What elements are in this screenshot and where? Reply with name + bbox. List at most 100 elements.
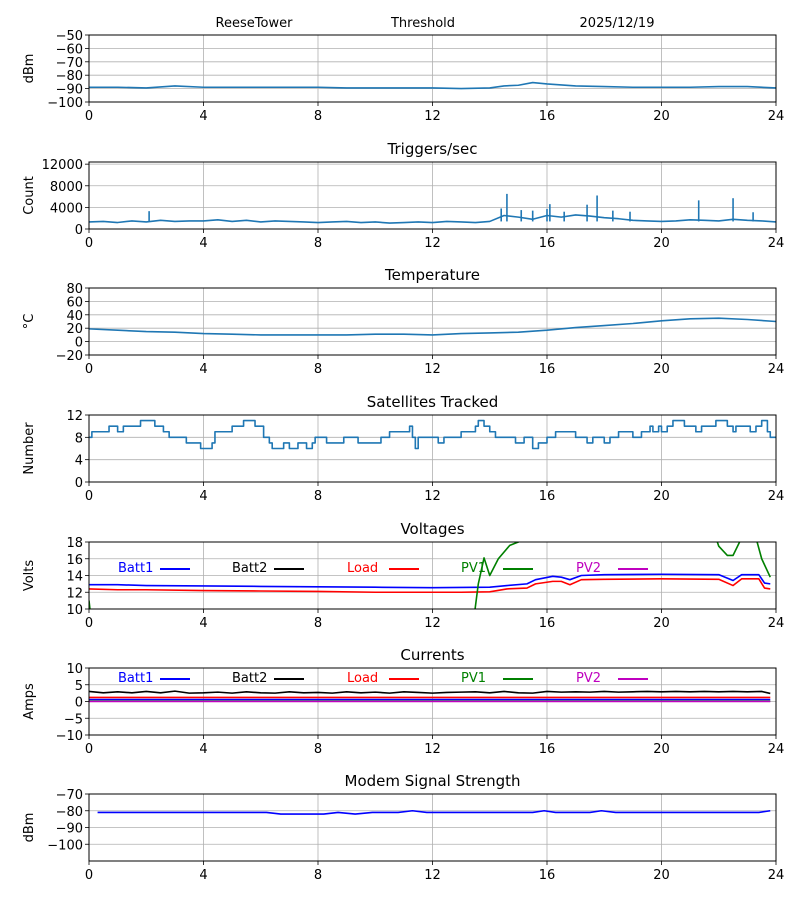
x-tick-label: 0 (85, 868, 93, 883)
x-tick-label: 4 (199, 236, 207, 251)
y-tick-label: 5 (75, 679, 83, 694)
legend: Batt1 Batt2 Load PV1 PV2 (118, 671, 648, 686)
axes-frame (88, 287, 777, 356)
x-tick-label: 24 (768, 489, 785, 504)
series-line-batt1 (89, 573, 771, 589)
y-axis-label: °C (22, 314, 37, 330)
x-tick-label: 16 (539, 868, 556, 883)
legend-label: Load (347, 561, 378, 576)
series-line-triggers (89, 214, 776, 224)
series-line-batt2 (89, 690, 771, 695)
y-tick-label: 12000 (42, 158, 83, 173)
x-tick-label: 24 (768, 236, 785, 251)
x-tick-label: 16 (539, 616, 556, 631)
x-tick-label: 20 (653, 109, 670, 124)
axes-frame (88, 793, 777, 862)
station-name: ReeseTower (216, 16, 294, 31)
series-line-pv1 (89, 542, 772, 609)
y-tick-label: 0 (75, 476, 83, 491)
y-tick-label: 16 (66, 553, 83, 568)
subplot-title: Triggers/sec (387, 140, 478, 158)
x-tick-label: 4 (199, 616, 207, 631)
x-tick-label: 12 (424, 236, 441, 251)
plot-area (97, 809, 771, 815)
legend-label: Batt2 (232, 561, 267, 576)
y-axis-label: Volts (22, 560, 37, 592)
x-tick-label: 4 (199, 362, 207, 377)
subplot-0: 0 4 8 12 16 20 24 −100−90−80−70−60−50 dBm (22, 29, 784, 124)
x-tick-label: 24 (768, 868, 785, 883)
axes-frame (88, 667, 777, 736)
subplot-title: Temperature (384, 266, 480, 284)
y-tick-label: 10 (66, 662, 83, 677)
x-tick-label: 0 (85, 489, 93, 504)
x-tick-label: 0 (85, 236, 93, 251)
y-axis-label: dBm (22, 813, 37, 843)
x-tick-label: 20 (653, 616, 670, 631)
x-tick-label: 0 (85, 109, 93, 124)
x-tick-label: 8 (314, 362, 322, 377)
mode-label: Threshold (390, 16, 455, 31)
y-tick-label: 4 (75, 454, 83, 469)
subplot-title: Voltages (400, 520, 464, 538)
y-tick-label: 10 (66, 603, 83, 618)
legend-label: PV2 (576, 561, 601, 576)
x-tick-label: 12 (424, 616, 441, 631)
y-tick-label: 12 (66, 409, 83, 424)
x-tick-label: 12 (424, 362, 441, 377)
y-axis-label: Count (22, 176, 37, 215)
x-tick-label: 4 (199, 868, 207, 883)
plot-area (89, 193, 776, 224)
plot-area (89, 542, 772, 609)
axes-frame (88, 541, 777, 610)
x-tick-label: 24 (768, 742, 785, 757)
x-tick-label: 12 (424, 489, 441, 504)
y-tick-label: −5 (64, 712, 83, 727)
date-label: 2025/12/19 (580, 16, 655, 31)
x-tick-label: 20 (653, 742, 670, 757)
plot-area (89, 81, 776, 90)
series-line-temperature (89, 317, 776, 336)
x-tick-label: 0 (85, 742, 93, 757)
axes-frame (88, 34, 777, 103)
subplot-3: 0 4 8 12 16 20 24 0 4 8 12 Number Satellites Tracked (22, 393, 784, 504)
legend-label: Load (347, 671, 378, 686)
y-tick-label: −70 (56, 56, 83, 71)
x-tick-label: 20 (653, 362, 670, 377)
y-tick-label: −90 (56, 822, 83, 837)
x-tick-label: 24 (768, 616, 785, 631)
y-tick-label: −60 (56, 42, 83, 57)
y-tick-label: 0 (75, 223, 83, 238)
x-tick-label: 0 (85, 362, 93, 377)
y-tick-label: 60 (66, 295, 83, 310)
x-tick-label: 8 (314, 742, 322, 757)
y-tick-label: −10 (56, 729, 83, 744)
subplot-title: Modem Signal Strength (345, 772, 521, 790)
y-tick-label: 18 (66, 536, 83, 551)
legend-label: Batt1 (118, 671, 153, 686)
plot-area (89, 419, 776, 450)
y-tick-label: 80 (66, 282, 83, 297)
y-tick-label: −20 (56, 349, 83, 364)
y-tick-label: 0 (75, 696, 83, 711)
x-tick-label: 12 (424, 742, 441, 757)
y-tick-label: −80 (56, 69, 83, 84)
legend-label: Batt2 (232, 671, 267, 686)
x-tick-label: 24 (768, 362, 785, 377)
legend-label: PV2 (576, 671, 601, 686)
y-tick-label: 0 (75, 336, 83, 351)
y-tick-label: −50 (56, 29, 83, 44)
y-axis-label: Number (22, 422, 37, 475)
x-tick-label: 8 (314, 868, 322, 883)
x-tick-label: 12 (424, 109, 441, 124)
y-tick-label: 40 (66, 309, 83, 324)
x-tick-label: 16 (539, 362, 556, 377)
plot-area (89, 317, 776, 336)
y-axis-label: Amps (22, 683, 37, 720)
y-tick-label: 20 (66, 322, 83, 337)
series-line-load (89, 578, 771, 594)
x-tick-label: 8 (314, 236, 322, 251)
